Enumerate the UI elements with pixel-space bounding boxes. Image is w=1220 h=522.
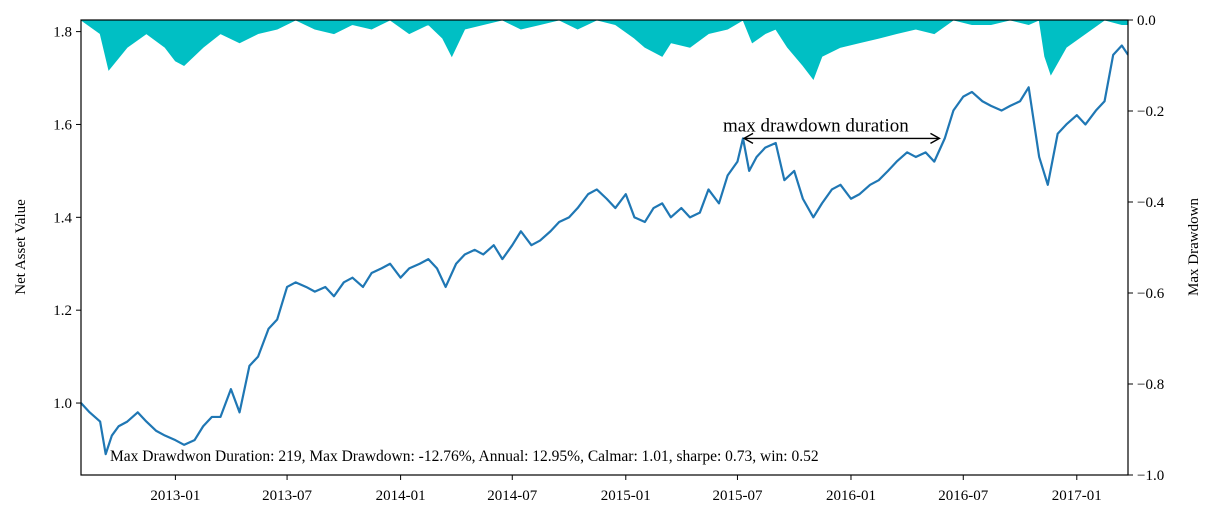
y2-tick-label: 0.0 [1137,13,1156,29]
x-tick-label: 2013-01 [150,488,200,504]
x-tick-label: 2013-07 [262,488,312,504]
x-tick-label: 2014-01 [376,488,426,504]
x-tick-label: 2017-01 [1052,488,1102,504]
y-tick-label: 1.8 [53,25,72,41]
x-tick-label: 2015-01 [601,488,651,504]
plot-frame [80,19,1129,476]
y-axis-right: 0.0 −0.2 −0.4 −0.6 −0.8 −1.0 [1128,13,1165,484]
y2-axis-label: Max Drawdown [1186,198,1202,296]
y2-tick-label: −1.0 [1137,468,1164,484]
nav-line-series [81,44,1128,456]
y-tick-label: 1.0 [53,396,72,412]
x-tick-label: 2014-07 [487,488,537,504]
nav-line [81,44,1128,456]
y-axis-left: 1.0 1.2 1.4 1.6 1.8 [53,25,81,412]
annotation: max drawdown duration [723,115,941,145]
y-axis-label: Net Asset Value [13,199,29,295]
x-tick-label: 2016-07 [938,488,988,504]
y-tick-label: 1.2 [53,303,72,319]
annotation-arrowhead-right [930,132,941,145]
y-tick-label: 1.6 [53,117,72,133]
x-tick-label: 2015-07 [712,488,762,504]
drawdown-area [81,20,1128,80]
x-tick-label: 2016-01 [826,488,876,504]
drawdown-area-series [81,20,1128,80]
y-tick-label: 1.4 [53,210,72,226]
y2-tick-label: −0.8 [1137,377,1164,393]
y2-tick-label: −0.4 [1137,195,1165,211]
y2-tick-label: −0.2 [1137,104,1164,120]
y2-tick-label: −0.6 [1137,286,1165,302]
annotation-arrowhead-left [742,132,754,145]
x-axis: 2013-01 2013-07 2014-01 2014-07 2015-01 2015-… [150,475,1102,504]
annotation-label: max drawdown duration [723,115,909,136]
stats-text: Max Drawdwon Duration: 219, Max Drawdown… [110,448,819,465]
